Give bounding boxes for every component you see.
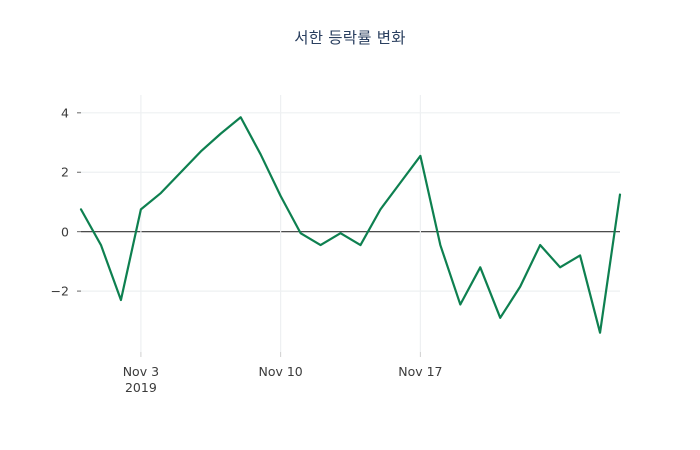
chart-title: 서한 등락률 변화 (294, 29, 406, 47)
y-axis-tick-label: 0 (61, 224, 69, 240)
y-axis-tick-label: 4 (61, 105, 69, 121)
x-grid-lines (140, 95, 421, 352)
x-axis-tick-label: Nov 3 2019 (122, 364, 160, 395)
axis-ticks (77, 112, 421, 357)
y-axis-tick-label: −2 (50, 283, 69, 299)
series-lines (79, 116, 622, 334)
grid-lines (81, 112, 620, 292)
x-axis-tick-label: Nov 17 (398, 364, 443, 379)
y-axis-tick-label: 2 (61, 164, 69, 180)
x-axis-tick-label: Nov 10 (258, 364, 303, 379)
